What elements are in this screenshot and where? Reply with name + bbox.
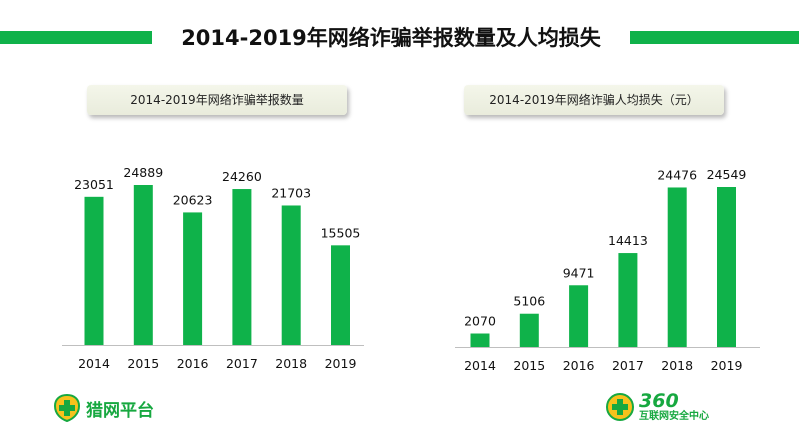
bar-loss-2017 [618,253,638,347]
tick-label-reports-2015: 2015 [127,356,159,371]
data-label-reports-2018: 21703 [271,185,311,200]
tick-label-reports-2019: 2019 [325,356,357,371]
tick-label-reports-2014: 2014 [78,356,110,371]
tick-label-loss-2015: 2015 [513,358,545,373]
bar-loss-2015 [519,313,539,347]
data-label-reports-2019: 15505 [321,225,361,240]
tick-label-loss-2014: 2014 [464,358,496,373]
data-label-reports-2016: 20623 [173,192,213,207]
data-label-reports-2014: 23051 [74,177,114,192]
title-bar-right [630,31,799,44]
bar-reports-2016 [183,212,203,345]
page-title: 2014-2019年网络诈骗举报数量及人均损失 [181,26,601,50]
data-label-loss-2015: 5106 [513,294,545,309]
data-label-loss-2017: 14413 [608,233,648,248]
bar-reports-2019 [331,245,350,345]
data-label-loss-2019: 24549 [707,167,747,182]
bar-reports-2018 [281,205,301,345]
tick-label-reports-2018: 2018 [275,356,307,371]
bar-loss-2016 [569,285,589,347]
data-label-loss-2016: 9471 [563,265,595,280]
logo-left-name: 猎网平台 [86,400,154,421]
bar-reports-2017 [232,189,252,345]
bar-loss-2018 [667,187,687,347]
bar-reports-2015 [133,185,153,345]
bar-loss-2019 [717,187,736,347]
lieweng-logo: 猎网平台 [52,393,154,423]
tick-label-loss-2016: 2016 [563,358,595,373]
tick-label-loss-2018: 2018 [661,358,693,373]
logo-right-name: 互联网安全中心 [639,411,709,422]
chart-title-reports: 2014-2019年网络诈骗举报数量 [87,85,347,115]
title-bar-left [0,31,152,44]
data-label-reports-2015: 24889 [123,165,163,180]
tick-label-loss-2019: 2019 [711,358,743,373]
bar-reports-2014 [84,196,104,345]
logo-right-brand: 360 [639,390,679,412]
bar-loss-2014 [470,333,490,347]
tick-label-loss-2017: 2017 [612,358,644,373]
tick-label-reports-2016: 2016 [177,356,209,371]
360-logo: 360 互联网安全中心 [605,392,709,422]
data-label-loss-2014: 2070 [464,314,496,329]
plus-shield-icon [606,393,634,421]
data-label-loss-2018: 24476 [657,167,697,182]
chart-title-loss: 2014-2019年网络诈骗人均损失（元） [464,85,724,115]
data-label-reports-2017: 24260 [222,169,262,184]
tick-label-reports-2017: 2017 [226,356,258,371]
plus-shield-icon [53,393,81,423]
